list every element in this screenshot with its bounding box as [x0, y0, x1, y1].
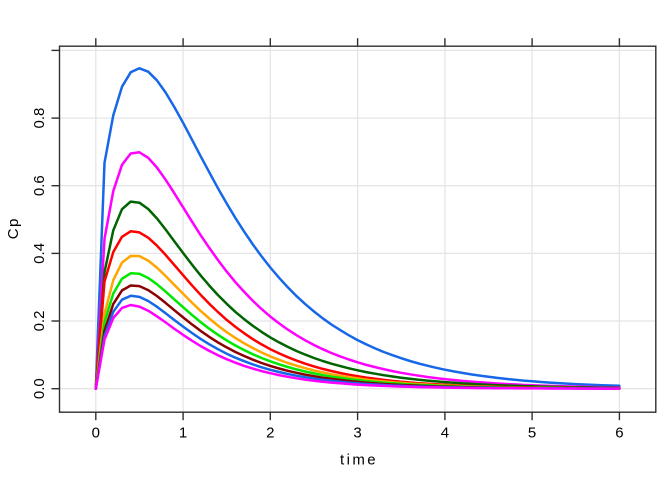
svg-text:4: 4: [441, 425, 449, 442]
svg-text:5: 5: [528, 425, 536, 442]
svg-text:0.2: 0.2: [31, 311, 48, 332]
svg-text:0.4: 0.4: [31, 243, 48, 264]
svg-text:time: time: [340, 451, 378, 468]
svg-text:0.8: 0.8: [31, 108, 48, 129]
svg-text:0: 0: [92, 425, 100, 442]
svg-text:3: 3: [353, 425, 361, 442]
svg-text:0.0: 0.0: [31, 378, 48, 399]
svg-text:2: 2: [266, 425, 274, 442]
svg-text:1: 1: [179, 425, 187, 442]
svg-text:Cp: Cp: [5, 217, 22, 239]
svg-text:0.6: 0.6: [31, 175, 48, 196]
svg-text:6: 6: [615, 425, 623, 442]
